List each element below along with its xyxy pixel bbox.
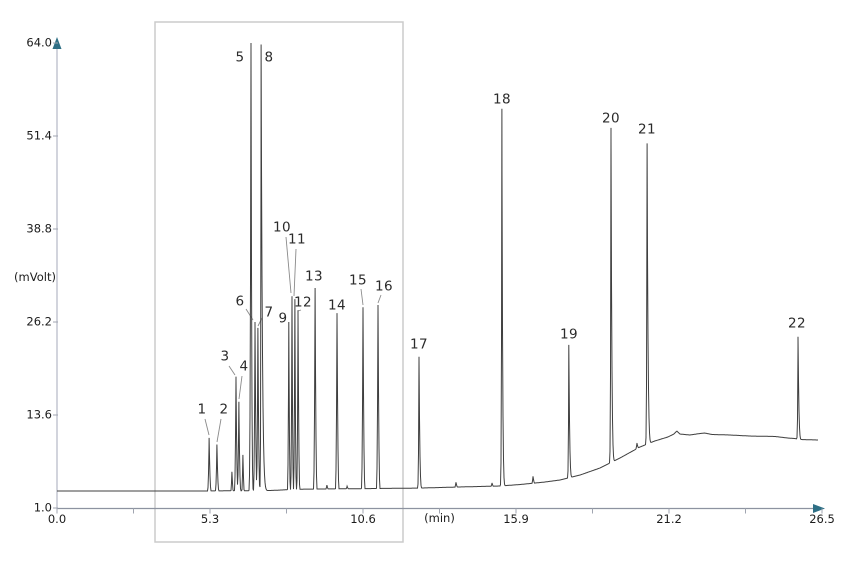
peak-label-7: 7 [264,304,274,321]
x-tick-label-15.9: 15.9 [503,512,529,526]
y-tick-label-1.0: 1.0 [33,500,52,515]
x-tick-label-21.2: 21.2 [656,512,682,526]
y-tick-label-64.0: 64.0 [26,35,52,50]
peak-label-11: 11 [288,231,306,248]
y-tick-label-13.6: 13.6 [26,407,52,422]
x-axis-arrow-icon [813,504,825,513]
peak-label-6: 6 [235,293,245,310]
peak-label-2: 2 [219,401,229,418]
x-tick-label-5.3: 5.3 [200,512,220,526]
peak-label-3: 3 [220,348,230,365]
peak-leader-line-4 [238,375,243,400]
y-tick-label-51.4: 51.4 [26,128,52,143]
peak-label-14: 14 [328,297,346,314]
peak-leader-line-7 [257,317,263,327]
peak-label-21: 21 [638,121,656,138]
peak-label-9: 9 [278,310,288,327]
peak-label-4: 4 [239,358,249,375]
peak-label-1: 1 [197,401,207,418]
peak-label-17: 17 [410,336,428,353]
peak-label-22: 22 [788,315,806,332]
peak-leader-line-3 [228,365,236,376]
x-axis-unit-label: (min) [424,511,455,525]
peak-leader-line-2 [216,418,222,443]
peak-label-5: 5 [235,49,245,66]
peak-label-10: 10 [273,219,291,236]
chromatogram-trace-line [57,42,818,492]
peak-label-18: 18 [493,91,511,108]
y-axis-unit-label: (mVolt) [14,270,56,284]
peak-label-16: 16 [375,278,393,295]
peak-label-8: 8 [264,49,274,66]
peak-leader-line-15 [360,288,364,306]
peak-leader-line-1 [204,418,210,436]
peak-label-13: 13 [305,268,323,285]
peak-label-15: 15 [349,272,367,289]
x-tick-label-0.0: 0.0 [47,512,67,526]
peak-label-19: 19 [560,326,578,343]
peak-leader-line-11 [293,248,297,297]
y-tick-label-26.2: 26.2 [26,314,52,329]
peak-leader-line-10 [285,236,292,294]
selection-box [154,21,404,543]
peak-label-12: 12 [294,294,312,311]
x-tick-label-10.6: 10.6 [350,512,376,526]
x-tick-label-26.5: 26.5 [809,512,835,526]
peak-leader-line-16 [377,294,382,304]
peak-label-20: 20 [602,110,620,127]
y-tick-label-38.8: 38.8 [26,221,52,236]
